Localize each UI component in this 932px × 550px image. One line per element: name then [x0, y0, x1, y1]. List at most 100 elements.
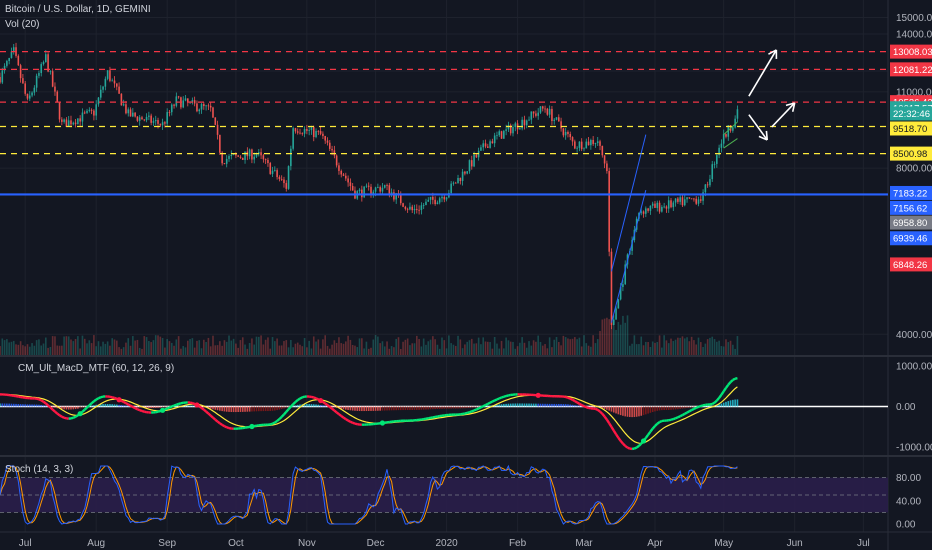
volume-bar — [317, 339, 320, 355]
volume-bar — [22, 345, 24, 355]
macd-histogram-bar — [365, 406, 368, 412]
volume-bar — [70, 339, 72, 355]
macd-histogram-bar — [74, 406, 77, 410]
candle-body — [402, 203, 404, 207]
volume-bar — [443, 340, 446, 355]
volume-bar — [416, 335, 418, 355]
volume-bar — [711, 336, 714, 355]
macd-line-seg — [289, 403, 295, 408]
macd-cross-dot — [116, 397, 122, 403]
candle-body — [260, 152, 262, 156]
price-tag-label: 8500.98 — [893, 149, 927, 160]
price-tag — [890, 44, 932, 59]
macd-histogram-bar — [541, 403, 544, 407]
volume-bar — [606, 317, 608, 355]
candle-body — [480, 147, 482, 151]
macd-histogram-bar — [386, 406, 388, 411]
volume-bar — [335, 342, 338, 355]
macd-line-seg — [635, 444, 640, 449]
macd-histogram-bar — [260, 406, 262, 412]
volume-bar — [315, 341, 317, 355]
volume-bar — [106, 341, 109, 355]
macd-line-seg — [727, 381, 732, 386]
candle-body — [58, 102, 61, 120]
candle-body — [170, 104, 173, 113]
macd-histogram-bar — [164, 406, 166, 408]
volume-bar — [379, 343, 381, 355]
volume-bar — [466, 341, 468, 355]
volume-bar — [537, 335, 539, 355]
volume-bar — [683, 338, 686, 355]
volume-bar — [553, 339, 556, 355]
candle-body — [207, 105, 210, 107]
candle-body — [136, 116, 139, 121]
volume-bar — [58, 345, 61, 355]
volume-bar — [406, 338, 409, 355]
macd-histogram-bar — [216, 406, 219, 411]
macd-histogram-bar — [638, 406, 640, 417]
macd-histogram-bar — [642, 406, 645, 416]
projection-arrow-head — [791, 102, 796, 112]
candle-body — [45, 54, 47, 63]
macd-line-seg — [633, 446, 638, 450]
macd-histogram-bar — [601, 406, 604, 409]
candle-body — [31, 92, 33, 96]
macd-line-seg — [299, 396, 303, 400]
volume-bar — [374, 335, 377, 355]
volume-bar — [420, 346, 423, 355]
price-tag — [890, 62, 932, 77]
volume-bar — [594, 343, 597, 355]
price-tag-label: 22:32:46 — [893, 109, 930, 120]
candle-body — [203, 104, 205, 107]
macd-line-seg — [651, 425, 656, 430]
candle-body — [631, 240, 633, 251]
candle-body — [77, 118, 79, 125]
volume-bar — [617, 321, 620, 355]
macd-line-seg — [624, 444, 629, 449]
macd-histogram-bar — [51, 406, 54, 408]
candle-body — [125, 104, 127, 114]
candle-body — [262, 155, 265, 160]
x-tick-label: Oct — [228, 538, 244, 549]
volume-bar — [480, 344, 482, 355]
candle-body — [663, 206, 665, 208]
macd-histogram-bar — [333, 406, 336, 408]
volume-bar — [532, 340, 535, 355]
macd-histogram-bar — [404, 406, 407, 411]
macd-line-seg — [322, 400, 326, 405]
macd-histogram-bar — [557, 403, 560, 407]
price-tag-label: 7156.62 — [893, 203, 927, 214]
volume-bar — [622, 315, 624, 355]
macd-line-seg — [603, 415, 608, 421]
macd-y-tick: 0.00 — [896, 402, 916, 413]
macd-line-seg — [594, 407, 599, 411]
volume-bar — [0, 346, 1, 355]
macd-histogram-bar — [17, 404, 20, 407]
macd-histogram-bar — [363, 406, 365, 412]
macd-line-seg — [329, 405, 333, 410]
volume-bar — [138, 347, 141, 355]
volume-bar — [409, 345, 411, 355]
volume-bar — [564, 337, 567, 355]
candle-body — [617, 299, 620, 309]
macd-line-seg — [478, 406, 482, 410]
candle-body — [496, 135, 498, 136]
macd-line-seg — [191, 401, 196, 406]
macd-histogram-bar — [720, 403, 723, 407]
projection-arrow-head — [765, 130, 768, 140]
macd-histogram-bar — [184, 405, 187, 407]
macd-histogram-bar — [505, 403, 507, 407]
macd-line-seg — [581, 404, 585, 408]
candle-body — [324, 136, 327, 141]
candle-body — [695, 198, 698, 204]
volume-bar — [399, 348, 402, 355]
macd-histogram-bar — [498, 404, 501, 407]
candle-body — [113, 80, 116, 84]
volume-bar — [294, 343, 297, 355]
volume-bar — [95, 346, 97, 355]
macd-histogram-bar — [232, 406, 235, 413]
volume-bar — [438, 348, 441, 355]
macd-line-seg — [576, 401, 581, 405]
volume-bar — [358, 338, 361, 355]
